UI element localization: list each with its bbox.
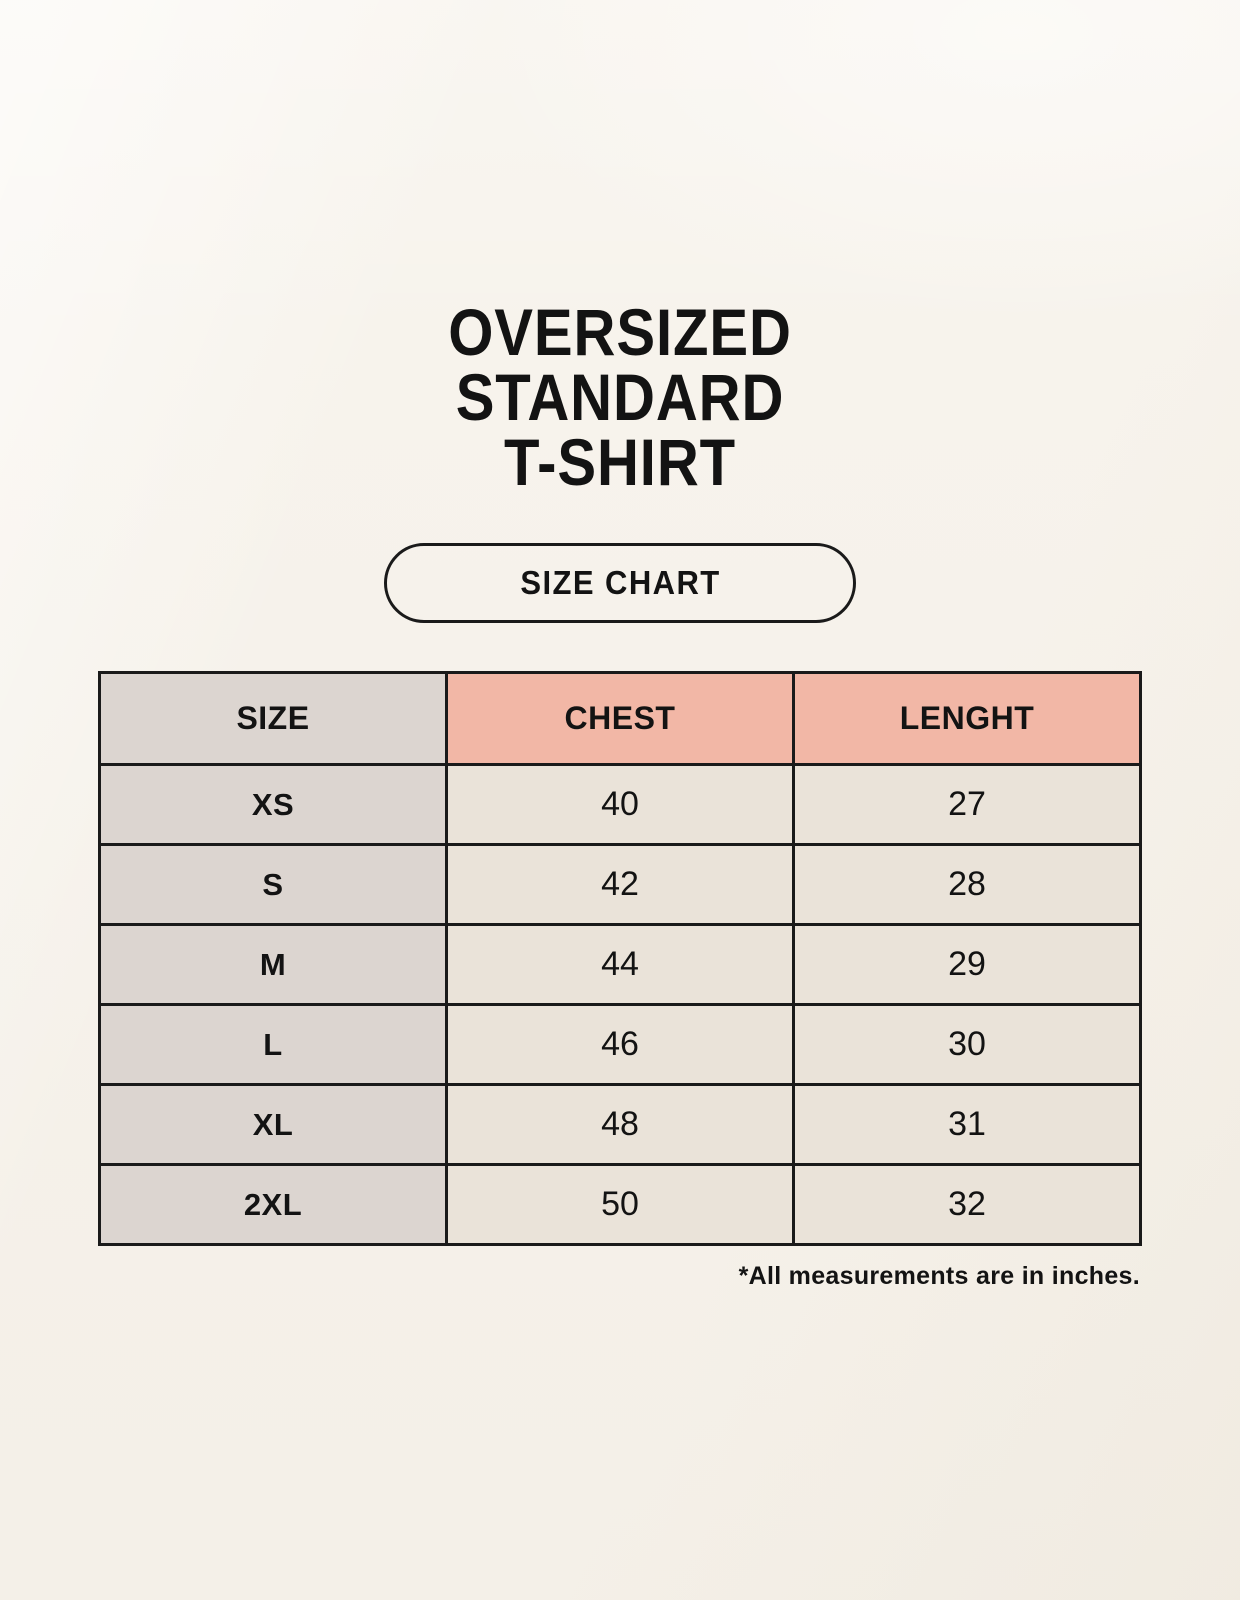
table-row-s: S 42 28 xyxy=(98,843,1142,927)
measurements-note: *All measurements are in inches. xyxy=(738,1262,1140,1291)
size-label: XS xyxy=(98,763,448,847)
length-value: 28 xyxy=(792,843,1142,927)
length-value: 27 xyxy=(792,763,1142,847)
size-chart-button-label: SIZE CHART xyxy=(519,564,721,602)
column-header-size: SIZE xyxy=(98,671,448,767)
size-table-header: SIZE CHEST LENGHT xyxy=(98,671,1142,767)
table-row-l: L 46 30 xyxy=(98,1003,1142,1087)
table-row-2xl: 2XL 50 32 xyxy=(98,1163,1142,1247)
size-label: S xyxy=(98,843,448,927)
chest-value: 44 xyxy=(445,923,795,1007)
product-title: OVERSIZED STANDARD T-SHIRT xyxy=(0,44,1240,495)
table-row-xl: XL 48 31 xyxy=(98,1083,1142,1167)
chest-value: 42 xyxy=(445,843,795,927)
table-row-m: M 44 29 xyxy=(98,923,1142,1007)
size-label: 2XL xyxy=(98,1163,448,1247)
length-value: 32 xyxy=(792,1163,1142,1247)
length-value: 30 xyxy=(792,1003,1142,1087)
size-label: M xyxy=(98,923,448,1007)
chest-value: 40 xyxy=(445,763,795,847)
size-table: SIZE CHEST LENGHT XS 40 27 S 42 28 M 44 … xyxy=(98,671,1142,1247)
chest-value: 50 xyxy=(445,1163,795,1247)
chest-value: 48 xyxy=(445,1083,795,1167)
column-header-lenght: LENGHT xyxy=(792,671,1142,767)
size-table-body: XS 40 27 S 42 28 M 44 29 L 46 30 XL 48 xyxy=(98,763,1142,1247)
table-row-xs: XS 40 27 xyxy=(98,763,1142,847)
size-label: L xyxy=(98,1003,448,1087)
size-label: XL xyxy=(98,1083,448,1167)
title-line-1: OVERSIZED xyxy=(448,295,792,370)
size-chart-button[interactable]: SIZE CHART xyxy=(384,543,856,624)
title-line-3: T-SHIRT xyxy=(503,425,737,500)
length-value: 29 xyxy=(792,923,1142,1007)
header-row: SIZE CHEST LENGHT xyxy=(98,671,1142,767)
length-value: 31 xyxy=(792,1083,1142,1167)
column-header-chest: CHEST xyxy=(445,671,795,767)
chest-value: 46 xyxy=(445,1003,795,1087)
title-line-2: STANDARD xyxy=(455,360,785,435)
